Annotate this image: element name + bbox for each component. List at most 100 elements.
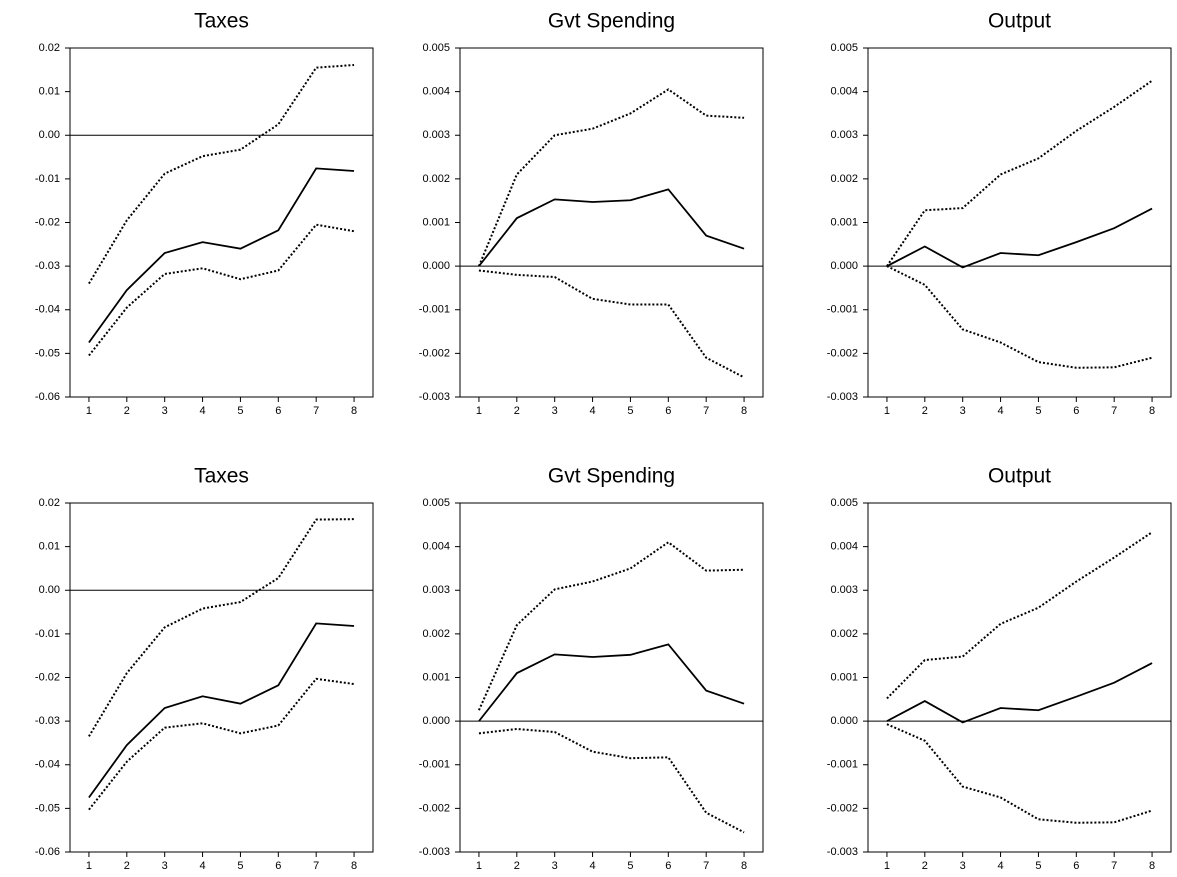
plot-frame (867, 47, 1172, 398)
x-tick-label: 3 (162, 860, 168, 872)
y-tick-label: 0.001 (422, 671, 450, 683)
series-line (478, 727, 745, 834)
y-tick-label: 0.001 (830, 216, 858, 228)
x-tick-label: 1 (476, 405, 482, 417)
x-tick-label: 3 (552, 405, 558, 417)
plot-frame (867, 502, 1172, 853)
chart-title: Gvt Spending (548, 465, 675, 488)
series-line (886, 531, 1153, 700)
x-tick-label: 6 (1073, 860, 1079, 872)
y-tick-label: 0.02 (39, 497, 60, 509)
y-tick-label: -0.002 (827, 347, 858, 359)
y-tick-label: 0.000 (830, 715, 858, 727)
y-tick-label: 0.003 (422, 584, 450, 596)
y-tick-label: 0.005 (422, 42, 450, 54)
x-tick-label: 3 (960, 860, 966, 872)
x-tick-label: 3 (552, 860, 558, 872)
y-tick-label: 0.003 (830, 129, 858, 141)
y-tick-label: -0.06 (35, 391, 60, 403)
y-tick-label: -0.001 (827, 759, 858, 771)
x-tick-label: 1 (86, 405, 92, 417)
x-tick-label: 4 (590, 860, 596, 872)
x-tick-label: 6 (665, 860, 671, 872)
y-tick-label: -0.05 (35, 347, 60, 359)
x-tick-label: 6 (275, 860, 281, 872)
x-tick-label: 8 (741, 405, 747, 417)
y-tick-label: -0.03 (35, 260, 60, 272)
series-line (886, 207, 1153, 269)
y-tick-label: -0.001 (419, 304, 450, 316)
y-tick-label: 0.00 (39, 584, 60, 596)
y-tick-label: 0.005 (830, 497, 858, 509)
y-tick-label: 0.002 (830, 628, 858, 640)
y-tick-label: -0.05 (35, 802, 60, 814)
x-tick-label: 4 (998, 860, 1004, 872)
x-tick-label: 3 (162, 405, 168, 417)
y-tick-label: -0.02 (35, 216, 60, 228)
chart-title: Taxes (194, 10, 249, 33)
series-line (88, 622, 355, 798)
y-tick-label: -0.002 (827, 802, 858, 814)
x-tick-label: 7 (1111, 860, 1117, 872)
y-tick-label: 0.01 (39, 86, 60, 98)
plot-frame (69, 47, 374, 398)
series-line (478, 269, 745, 379)
x-tick-label: 8 (1149, 860, 1155, 872)
x-tick-label: 5 (627, 860, 633, 872)
y-tick-label: -0.001 (419, 759, 450, 771)
chart-title: Gvt Spending (548, 10, 675, 33)
x-tick-label: 7 (1111, 405, 1117, 417)
y-tick-label: 0.01 (39, 541, 60, 553)
series-line (478, 88, 745, 267)
y-tick-label: -0.01 (35, 628, 60, 640)
x-tick-label: 5 (237, 405, 243, 417)
series-line (886, 662, 1153, 724)
y-tick-label: 0.003 (830, 584, 858, 596)
x-tick-label: 1 (476, 860, 482, 872)
x-tick-label: 5 (1035, 860, 1041, 872)
x-tick-label: 4 (200, 860, 206, 872)
y-tick-label: -0.003 (419, 391, 450, 403)
x-tick-label: 6 (665, 405, 671, 417)
x-tick-label: 8 (351, 405, 357, 417)
x-tick-label: 2 (514, 860, 520, 872)
y-tick-label: 0.004 (830, 86, 858, 98)
series-line (88, 518, 355, 737)
y-tick-label: 0.003 (422, 129, 450, 141)
y-tick-label: 0.005 (830, 42, 858, 54)
y-tick-label: 0.002 (830, 173, 858, 185)
x-tick-label: 2 (124, 860, 130, 872)
x-tick-label: 2 (922, 860, 928, 872)
y-tick-label: 0.004 (422, 541, 450, 553)
series-line (88, 64, 355, 285)
y-tick-label: -0.01 (35, 173, 60, 185)
y-tick-label: -0.003 (827, 391, 858, 403)
x-tick-label: 5 (627, 405, 633, 417)
series-line (886, 265, 1153, 369)
y-tick-label: -0.002 (419, 347, 450, 359)
chart-title: Output (988, 10, 1051, 33)
x-tick-label: 8 (741, 860, 747, 872)
x-tick-label: 3 (960, 405, 966, 417)
y-tick-label: 0.000 (422, 715, 450, 727)
x-tick-label: 4 (200, 405, 206, 417)
x-tick-label: 6 (275, 405, 281, 417)
plot-frame (69, 502, 374, 853)
chart-title: Output (988, 465, 1051, 488)
series-line (478, 643, 745, 722)
series-line (478, 541, 745, 711)
y-tick-label: -0.001 (827, 304, 858, 316)
x-tick-label: 1 (884, 860, 890, 872)
series-line (88, 223, 355, 357)
plot-frame (459, 502, 764, 853)
x-tick-label: 7 (703, 405, 709, 417)
y-tick-label: -0.003 (827, 846, 858, 858)
x-tick-label: 7 (313, 405, 319, 417)
series-line (88, 167, 355, 343)
x-tick-label: 1 (86, 860, 92, 872)
x-tick-label: 2 (514, 405, 520, 417)
series-line (886, 723, 1153, 824)
chart-title: Taxes (194, 465, 249, 488)
